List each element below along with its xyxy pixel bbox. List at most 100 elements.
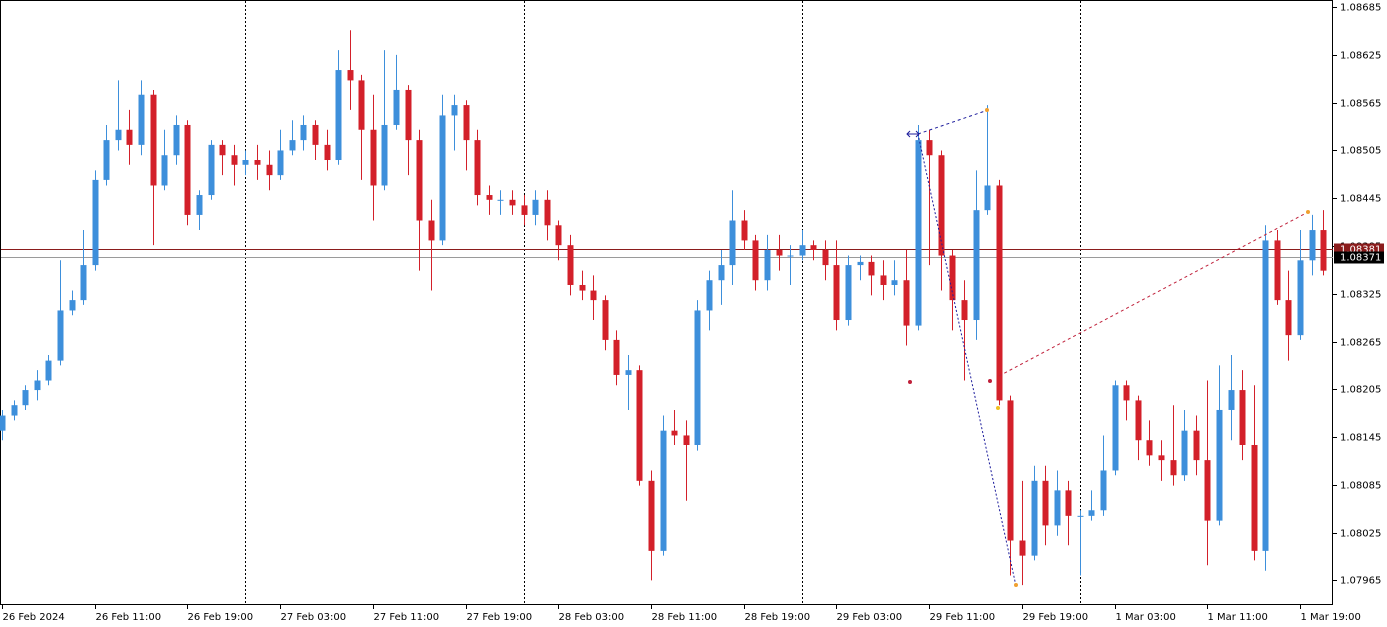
candle-body (741, 220, 748, 241)
y-tick-label: 1.08565 (1340, 99, 1381, 110)
candle-body (22, 390, 29, 406)
candle-body (1100, 470, 1107, 511)
candle-body (405, 89, 412, 141)
candle-body (532, 199, 539, 215)
candle-body (787, 255, 794, 257)
y-tick-label: 1.08505 (1340, 146, 1381, 157)
y-tick-label: 1.07965 (1340, 576, 1381, 587)
candle-body (718, 265, 725, 281)
x-tick-label: 27 Feb 03:00 (281, 612, 347, 623)
x-tick-label: 28 Feb 11:00 (652, 612, 718, 623)
candle-body (161, 155, 168, 186)
candle-body (300, 124, 307, 141)
candle-body (1123, 385, 1130, 401)
x-tick-label: 28 Feb 19:00 (745, 612, 811, 623)
candle-body (347, 70, 354, 81)
candle-body (810, 245, 817, 250)
candle-body (358, 80, 365, 130)
x-tick-label: 27 Feb 11:00 (374, 612, 440, 623)
arrow-marker (906, 130, 920, 138)
y-tick-label: 1.08685 (1340, 3, 1381, 14)
y-tick-label: 1.08025 (1340, 529, 1381, 540)
candle-body (694, 310, 701, 445)
candle-body (126, 129, 133, 145)
candle-body (1170, 460, 1177, 476)
candle-body (231, 155, 238, 165)
candle-body (752, 240, 759, 281)
candle-body (266, 164, 273, 176)
x-tick-label: 27 Feb 19:00 (467, 612, 533, 623)
candle-body (1042, 480, 1049, 526)
candle-body (1065, 490, 1072, 516)
candle-body (567, 245, 574, 285)
candle-body (1088, 510, 1095, 516)
candle-body (509, 199, 516, 206)
x-tick-label: 1 Mar 19:00 (1301, 612, 1361, 623)
candle-body (196, 195, 203, 215)
candle-body (544, 199, 551, 226)
candle-body (996, 185, 1003, 401)
y-tick-label: 1.08265 (1340, 338, 1381, 349)
candle-body (208, 144, 215, 196)
candle-body (903, 280, 910, 326)
trend-line (998, 210, 1311, 377)
y-tick-label: 1.08145 (1340, 433, 1381, 444)
candle-body (45, 360, 52, 381)
candle-body (1112, 385, 1119, 471)
candle-body (219, 144, 226, 156)
price-label-box (1334, 251, 1384, 264)
candle-body (69, 300, 76, 311)
x-tick-label: 26 Feb 2024 (3, 612, 65, 623)
candle-body (660, 430, 667, 551)
trend-line (917, 133, 1017, 587)
candle-body (497, 199, 504, 201)
candle-body (57, 310, 64, 361)
candle-body (949, 255, 956, 301)
candle-body (138, 94, 145, 145)
candle-body (324, 144, 331, 161)
candle-body (602, 300, 609, 340)
x-tick-label: 1 Mar 11:00 (1208, 612, 1268, 623)
candle-body (590, 290, 597, 301)
candle-body (451, 105, 458, 116)
candle-body (150, 94, 157, 186)
candle-body (1274, 240, 1281, 301)
candle-body (521, 205, 528, 215)
candle-body (80, 265, 87, 301)
candle-body (1158, 455, 1165, 461)
candle-body (277, 150, 284, 176)
price-label: 1.08371 (1340, 253, 1381, 264)
candle-body (706, 280, 713, 311)
candle-body (486, 195, 493, 200)
candle-body (868, 261, 875, 276)
candle-body (1031, 480, 1038, 556)
candle-body (173, 124, 180, 156)
candle-body (474, 140, 481, 196)
candle-body (1297, 260, 1304, 336)
candle-body (857, 261, 864, 266)
candle-body (833, 265, 840, 321)
candle-body (1228, 390, 1235, 410)
candle-body (1007, 400, 1014, 541)
candle-body (973, 210, 980, 321)
candle-body (822, 249, 829, 266)
trend-line (917, 109, 989, 135)
candle-body (1251, 444, 1258, 551)
candle-body (1320, 230, 1327, 271)
candle-body (938, 155, 945, 256)
candle-body (776, 249, 783, 256)
candle-body (555, 225, 562, 246)
candle-body (335, 70, 342, 161)
candle-body (184, 124, 191, 215)
candle-body (729, 220, 736, 266)
point-marker (908, 380, 912, 384)
candle-body (1146, 440, 1153, 456)
candle-body (845, 265, 852, 321)
candle-body (625, 370, 632, 375)
y-tick-label: 1.08625 (1340, 51, 1381, 62)
x-tick-label: 26 Feb 19:00 (188, 612, 254, 623)
candle-body (648, 480, 655, 551)
candle-body (683, 435, 690, 445)
x-tick-label: 29 Feb 11:00 (930, 612, 996, 623)
candle-body (254, 160, 261, 165)
